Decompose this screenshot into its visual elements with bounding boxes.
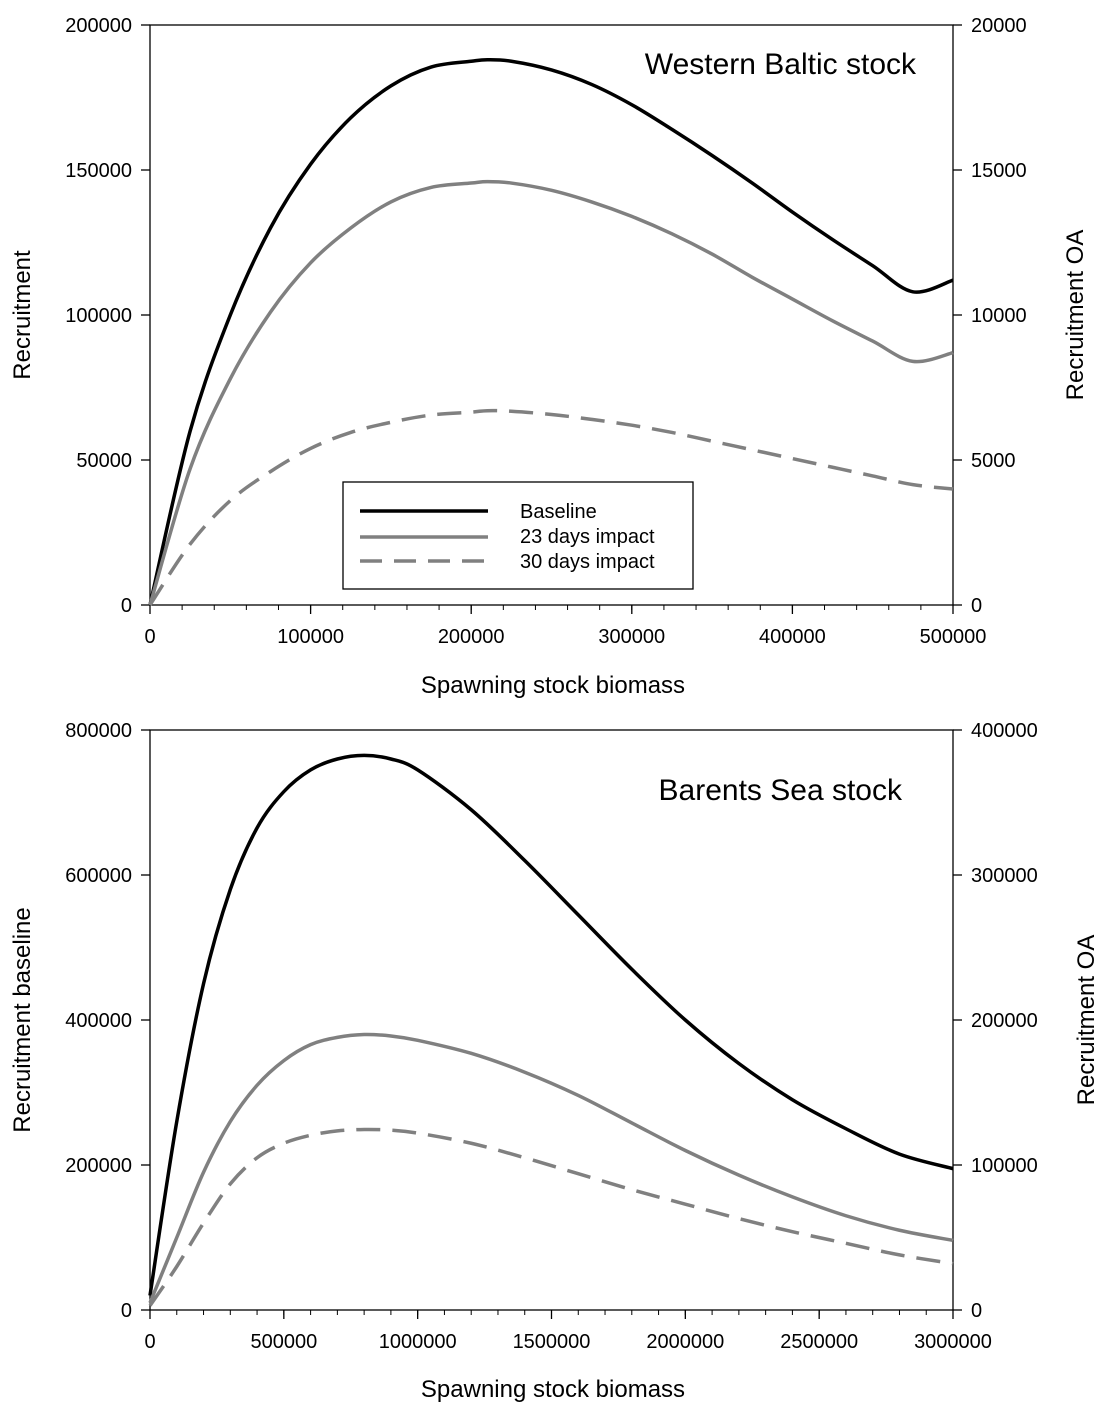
y-tick-label-right: 400000 [971, 720, 1038, 742]
chart-title: Western Baltic stock [645, 48, 917, 81]
y-tick-label: 100000 [65, 305, 132, 327]
chart-panel-western-baltic: Western Baltic stock Spawning stock biom… [9, 15, 1089, 699]
y-tick-label: 50000 [76, 450, 132, 472]
series-lines [148, 58, 954, 606]
y-axis-label-right: Recruitment OA [1062, 230, 1089, 401]
x-tick-label: 2500000 [780, 1331, 858, 1353]
y-tick-label-right: 100000 [971, 1155, 1038, 1177]
x-tick-label: 500000 [920, 626, 987, 648]
chart-panel-barents-sea: Barents Sea stock Spawning stock biomass… [9, 720, 1099, 1403]
x-tick-label: 3000000 [914, 1331, 992, 1353]
y-tick-label-right: 15000 [971, 160, 1027, 182]
series-line-baseline [148, 58, 954, 606]
x-tick-label: 400000 [759, 626, 826, 648]
series-lines [148, 753, 954, 1307]
y-axis-label: Recruitment [9, 250, 36, 380]
y-tick-label: 800000 [65, 720, 132, 742]
y-tick-label: 150000 [65, 160, 132, 182]
legend-label-baseline: Baseline [520, 501, 597, 523]
x-tick-label: 500000 [250, 1331, 317, 1353]
x-tick-label: 2000000 [646, 1331, 724, 1353]
axis-ticks: 0 500000 1000000 1500000 2000000 2500000 30000… [65, 720, 1038, 1353]
y-tick-label-right: 200000 [971, 1010, 1038, 1032]
y-tick-label: 200000 [65, 15, 132, 37]
y-tick-label-right: 300000 [971, 865, 1038, 887]
y-tick-label-right: 0 [971, 1300, 982, 1322]
y-tick-label-right: 0 [971, 595, 982, 617]
y-tick-label-right: 10000 [971, 305, 1027, 327]
axis-ticks: 0 100000 200000 300000 400000 500000050000100… [65, 15, 1026, 648]
y-tick-label: 0 [121, 1300, 132, 1322]
y-tick-label: 600000 [65, 865, 132, 887]
y-axis-label-right: Recruitment OA [1073, 935, 1099, 1106]
x-tick-label: 1000000 [379, 1331, 457, 1353]
series-line-30-days-impact [148, 408, 954, 606]
legend-label-23-days: 23 days impact [520, 526, 655, 548]
x-tick-label: 1500000 [513, 1331, 591, 1353]
y-tick-label: 0 [121, 595, 132, 617]
x-axis-label: Spawning stock biomass [421, 1376, 685, 1403]
plot-frame [149, 729, 954, 1311]
x-axis-label: Spawning stock biomass [421, 672, 685, 699]
chart-title: Barents Sea stock [659, 774, 903, 807]
y-tick-label-right: 20000 [971, 15, 1027, 37]
x-tick-label: 0 [144, 626, 155, 648]
series-line-baseline [148, 753, 954, 1296]
y-tick-label: 400000 [65, 1010, 132, 1032]
y-tick-label: 200000 [65, 1155, 132, 1177]
y-tick-label-right: 5000 [971, 450, 1016, 472]
series-line-23-days-impact [148, 1032, 954, 1304]
series-line-23-days-impact [148, 179, 954, 606]
x-tick-label: 200000 [438, 626, 505, 648]
legend: Baseline 23 days impact 30 days impact [342, 481, 694, 590]
series-line-30-days-impact [148, 1127, 954, 1307]
x-tick-label: 100000 [277, 626, 344, 648]
x-tick-label: 0 [144, 1331, 155, 1353]
legend-label-30-days: 30 days impact [520, 551, 655, 573]
x-tick-label: 300000 [598, 626, 665, 648]
y-axis-label: Recruitment baseline [9, 907, 36, 1132]
